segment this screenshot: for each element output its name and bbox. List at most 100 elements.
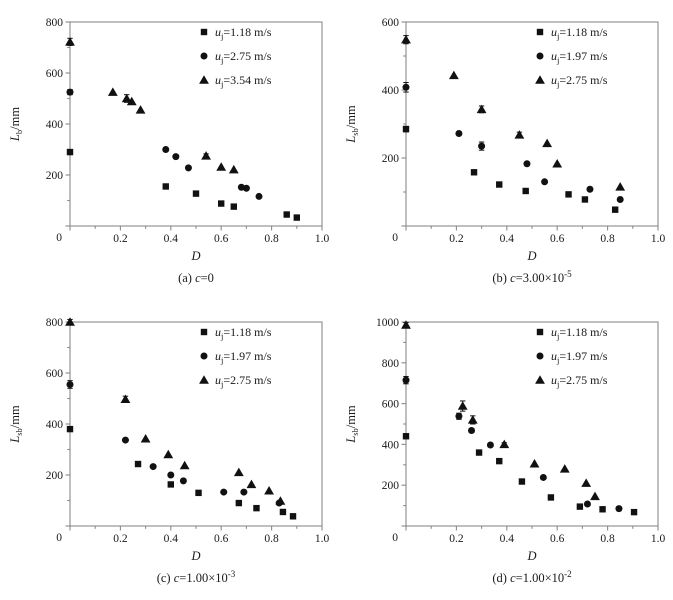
svg-text:400: 400 [382,85,400,97]
origin-tick-label: 0 [56,232,62,244]
svg-text:400: 400 [46,119,64,131]
svg-text:200: 200 [46,470,64,482]
chart-b: 0.2 0.4 0.6 0.8 1.0 200 400 600 0 D Lsb/mm uj=1.18 … [336,0,673,270]
axes [401,21,659,231]
caption-c: (c) c=1.00×10-3 [70,568,322,586]
series-circle [66,88,263,200]
svg-text:1.0: 1.0 [315,233,330,245]
y-axis-label: Lsb/mm [8,405,24,444]
origin-tick-label: 0 [392,532,398,544]
svg-text:800: 800 [382,358,400,370]
svg-text:1.0: 1.0 [651,233,666,245]
legend-label: uj=1.18 m/s [215,25,272,41]
axes [65,321,323,531]
svg-text:1.0: 1.0 [315,533,330,545]
legend-label: uj=3.54 m/s [215,73,272,89]
panel-b: 0.2 0.4 0.6 0.8 1.0 200 400 600 0 D Lsb/mm uj=1.18 … [336,0,673,300]
legend-marker-circle [200,352,208,360]
svg-text:0.8: 0.8 [600,233,615,245]
caption-b-main: =3.00×10 [515,271,565,285]
legend: uj=1.18 m/s uj=1.97 m/s uj=2.75 m/s [535,25,608,89]
legend: uj=1.18 m/s uj=1.97 m/s uj=2.75 m/s [199,325,272,389]
series-circle [402,82,624,203]
x-axis-label: D [190,249,200,263]
svg-text:800: 800 [46,317,64,329]
svg-text:400: 400 [382,439,400,451]
tick-labels: 0.2 0.4 0.6 0.8 1.0 200 400 600 800 0 [46,317,330,545]
caption-a-label: (a) [178,271,196,285]
y-axis-label: Lsb/mm [344,105,360,144]
svg-text:600: 600 [382,399,400,411]
caption-b-label: (b) [492,271,511,285]
svg-text:400: 400 [46,419,64,431]
axes [401,321,659,531]
series-circle [66,380,283,507]
y-axis-label: Lb/mm [8,107,24,142]
legend-marker-square [536,28,544,36]
svg-text:0.4: 0.4 [500,533,515,545]
tick-labels: 0.2 0.4 0.6 0.8 1.0 200 400 600 800 1000 0 [376,317,665,545]
series-square [402,125,619,213]
origin-tick-label: 0 [56,532,62,544]
caption-c-exp: -3 [227,568,236,579]
caption-b: (b) c=3.00×10-5 [406,268,658,286]
origin-tick-label: 0 [392,232,398,244]
legend-label: uj=2.75 m/s [215,49,272,65]
caption-c-main: =1.00×10 [179,571,228,585]
svg-text:0.2: 0.2 [449,533,464,545]
tick-labels: 0.2 0.4 0.6 0.8 1.0 200 400 600 0 [382,17,666,245]
caption-b-exp: -5 [564,268,572,279]
caption-d-exp: -2 [564,568,572,579]
svg-text:1.0: 1.0 [651,533,666,545]
caption-d-label: (d) [492,571,511,585]
chart-c: 0.2 0.4 0.6 0.8 1.0 200 400 600 800 0 D Lsb/mm uj=1.… [0,300,336,570]
svg-text:0.8: 0.8 [264,233,279,245]
legend-marker-triangle [199,375,209,384]
legend-marker-square [536,328,544,336]
svg-text:0.6: 0.6 [214,533,229,545]
legend: uj=1.18 m/s uj=2.75 m/s uj=3.54 m/s [199,25,272,89]
legend-label: uj=1.18 m/s [215,325,272,341]
tick-labels: 0.2 0.4 0.6 0.8 1.0 200 400 600 800 0 [46,17,330,245]
y-axis-label: Lsb/mm [344,405,360,444]
caption-a-var: c [195,271,201,285]
chart-a-canvas: 0.2 0.4 0.6 0.8 1.0 200 400 600 800 0 D Lb/mm uj=1.1… [8,17,330,263]
caption-c-label: (c) [156,571,174,585]
axes [65,21,323,231]
legend-marker-circle [200,52,208,60]
chart-d-canvas: 0.2 0.4 0.6 0.8 1.0 200 400 600 800 1000 0 D Lsb/mm u… [344,317,665,563]
svg-text:0.2: 0.2 [113,233,128,245]
legend-label: uj=1.18 m/s [551,25,608,41]
chart-a: 0.2 0.4 0.6 0.8 1.0 200 400 600 800 0 D Lb/mm uj=1.1… [0,0,336,270]
series-triangle [401,320,600,501]
series-triangle [65,317,286,505]
svg-text:0.6: 0.6 [550,233,565,245]
legend-marker-square [200,328,208,336]
svg-text:600: 600 [46,368,64,380]
legend-label: uj=2.75 m/s [551,73,608,89]
svg-text:200: 200 [382,153,400,165]
legend-marker-triangle [535,75,545,84]
svg-text:600: 600 [382,17,400,29]
series-circle [402,375,623,513]
caption-b-var: c [510,271,516,285]
svg-text:0.2: 0.2 [449,233,464,245]
legend-label: uj=1.97 m/s [215,349,272,365]
chart-b-canvas: 0.2 0.4 0.6 0.8 1.0 200 400 600 0 D Lsb/mm uj=1.18 … [344,17,666,263]
legend-label: uj=2.75 m/s [215,373,272,389]
panel-d: 0.2 0.4 0.6 0.8 1.0 200 400 600 800 1000 0 D Lsb/mm u… [336,300,673,600]
legend-marker-circle [536,352,544,360]
caption-d: (d) c=1.00×10-2 [406,568,658,586]
svg-text:0.6: 0.6 [214,233,229,245]
svg-text:800: 800 [46,17,64,29]
legend-label: uj=2.75 m/s [551,373,608,389]
caption-d-var: c [510,571,516,585]
legend-label: uj=1.97 m/s [551,49,608,65]
series-square [66,148,300,221]
legend-marker-square [200,28,208,36]
caption-a-main: =0 [200,271,214,285]
caption-a: (a) c=0 [70,271,322,286]
svg-text:200: 200 [382,480,400,492]
legend-marker-triangle [199,75,209,84]
